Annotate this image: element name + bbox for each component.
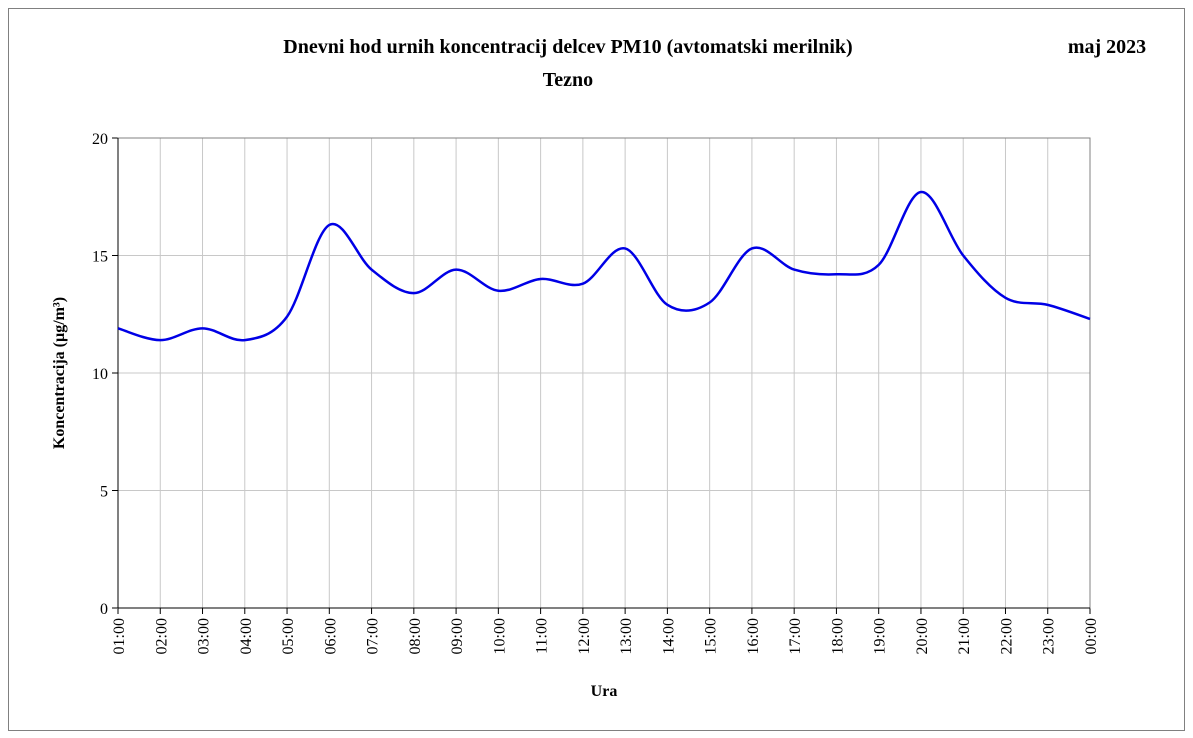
chart-title: Dnevni hod urnih koncentracij delcev PM1… (283, 36, 852, 58)
x-tick-label: 13:00 (618, 618, 635, 654)
x-tick-label: 17:00 (787, 618, 804, 654)
x-axis-title: Ura (591, 683, 618, 700)
x-tick-label: 16:00 (745, 618, 762, 654)
x-tick-label: 23:00 (1041, 618, 1058, 654)
x-tick-label: 14:00 (660, 618, 677, 654)
annotation: maj 2023 (1068, 36, 1146, 58)
x-tick-label: 21:00 (956, 618, 973, 654)
x-tick-label: 00:00 (1083, 618, 1100, 654)
x-tick-label: 18:00 (829, 618, 846, 654)
x-tick-label: 20:00 (914, 618, 931, 654)
chart-border (8, 8, 1185, 731)
x-tick-label: 02:00 (153, 618, 170, 654)
x-tick-label: 07:00 (365, 618, 382, 654)
y-tick-label: 10 (92, 366, 108, 383)
x-tick-label: 01:00 (111, 618, 128, 654)
x-tick-label: 10:00 (491, 618, 508, 654)
x-tick-label: 11:00 (534, 618, 551, 654)
y-axis-title: Koncentracija (µg/m³) (51, 297, 68, 449)
x-tick-label: 06:00 (322, 618, 339, 654)
x-tick-label: 22:00 (998, 618, 1015, 654)
x-tick-label: 04:00 (238, 618, 255, 654)
x-tick-label: 08:00 (407, 618, 424, 654)
chart-subtitle: Tezno (543, 69, 593, 91)
x-tick-label: 15:00 (703, 618, 720, 654)
x-tick-label: 05:00 (280, 618, 297, 654)
x-tick-label: 12:00 (576, 618, 593, 654)
y-tick-label: 15 (92, 249, 108, 266)
x-tick-label: 03:00 (196, 618, 213, 654)
y-tick-label: 20 (92, 131, 108, 148)
x-tick-label: 09:00 (449, 618, 466, 654)
y-tick-label: 5 (100, 484, 108, 501)
data-line (117, 190, 1091, 342)
x-tick-label: 19:00 (872, 618, 889, 654)
y-tick-label: 0 (100, 601, 108, 618)
